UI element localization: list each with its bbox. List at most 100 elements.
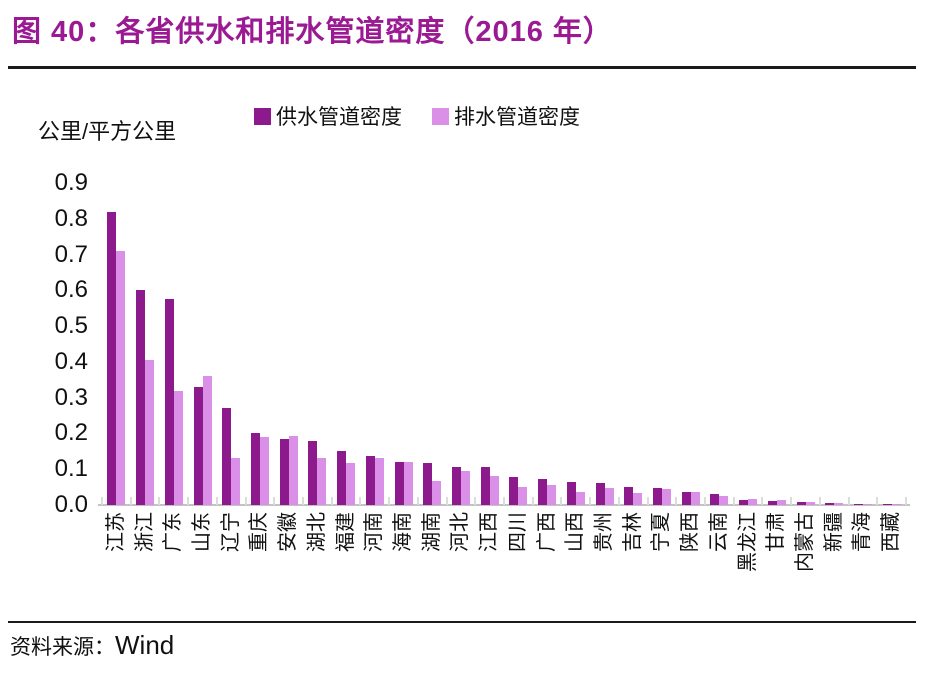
x-axis-tick-mark	[273, 497, 276, 505]
legend-item-drain: 排水管道密度	[432, 101, 580, 131]
legend-label: 排水管道密度	[454, 106, 580, 129]
bar-supply-辽宁	[222, 408, 232, 505]
bar-supply-贵州	[595, 483, 605, 505]
source-note: 资料来源：Wind	[10, 630, 174, 661]
bar-supply-浙江	[136, 290, 146, 505]
y-tick-label: 0.1	[54, 455, 88, 483]
x-category-label-text: 陕西	[679, 512, 702, 552]
x-category-label-text: 河南	[363, 512, 386, 552]
bar-drain-四川	[518, 487, 528, 505]
bar-drain-陕西	[690, 492, 700, 505]
x-category-label-text: 河北	[449, 512, 472, 552]
x-category-label-text: 山东	[191, 512, 213, 552]
x-category-label-text: 江苏	[104, 512, 127, 552]
legend-label: 供水管道密度	[276, 106, 402, 129]
title-divider	[8, 66, 916, 69]
y-tick-label: 0.0	[54, 491, 88, 518]
x-axis-tick-mark	[359, 497, 362, 505]
legend-swatch-icon	[254, 107, 271, 125]
footer-divider	[8, 621, 916, 623]
bar-supply-海南	[394, 462, 404, 505]
bar-drain-山西	[575, 492, 585, 505]
bar-drain-江西	[489, 476, 499, 505]
x-axis-line	[98, 504, 910, 506]
x-category-label-text: 浙江	[133, 512, 156, 552]
x-category-label-text: 云南	[707, 512, 730, 552]
x-category-label-text: 安徽	[277, 512, 300, 552]
x-axis-category-labels: 江苏 浙江 广东 山东 辽宁 重庆 安徽 湖北 福建 河南 海南 湖南 河北 江西 四川 广西 山西 贵州 吉林 宁夏…	[102, 512, 906, 622]
bar-drain-西藏	[891, 504, 901, 505]
x-axis-tick-mark	[101, 497, 103, 505]
y-tick-label: 0.6	[54, 276, 88, 304]
figure-title: 图 40：各省供水和排水管道密度（2016 年）	[12, 16, 613, 48]
bar-supply-新疆	[825, 503, 835, 505]
bar-drain-新疆	[834, 503, 844, 505]
bar-drain-吉林	[633, 493, 643, 505]
x-axis-tick-mark	[388, 497, 391, 505]
x-category-label-text: 内蒙古	[794, 512, 816, 572]
x-axis-tick-mark	[531, 497, 534, 505]
bar-drain-内蒙古	[805, 502, 815, 505]
bar-drain-福建	[346, 463, 356, 505]
x-axis-tick-mark	[646, 497, 649, 505]
bar-supply-广东	[164, 299, 174, 505]
x-axis-tick-mark	[215, 497, 218, 505]
y-tick-label: 0.2	[54, 419, 88, 447]
x-axis-tick-mark	[187, 497, 190, 505]
x-category-label-text: 宁夏	[650, 512, 673, 552]
bar-drain-浙江	[145, 360, 155, 505]
bar-supply-宁夏	[652, 488, 662, 505]
x-category-label-text: 青海	[851, 512, 874, 552]
y-axis-tick-labels: 0.9 0.8 0.7 0.6 0.5 0.4 0.3 0.2 0.1 0.0	[24, 0, 88, 673]
x-category-label-text: 广西	[535, 512, 558, 552]
x-axis-tick-mark	[158, 497, 161, 505]
x-axis-tick-mark	[617, 497, 620, 505]
bar-supply-黑龙江	[739, 500, 749, 505]
bar-supply-重庆	[250, 433, 260, 505]
x-axis-tick-mark	[445, 497, 448, 505]
y-tick-label: 0.7	[54, 240, 88, 268]
bar-supply-吉林	[624, 487, 634, 505]
x-category-label-text: 贵州	[593, 512, 615, 552]
y-tick-label: 0.9	[54, 169, 88, 196]
x-category-label-text: 海南	[392, 512, 414, 552]
bar-supply-青海	[853, 504, 863, 505]
x-category-label-text: 江西	[478, 512, 501, 552]
x-axis-tick-mark	[761, 497, 764, 505]
bar-drain-重庆	[259, 437, 269, 505]
bar-supply-湖北	[308, 441, 318, 505]
bar-drain-云南	[719, 496, 729, 505]
bar-drain-河北	[460, 471, 470, 505]
source-label: 资料来源：	[10, 635, 115, 659]
plot-area	[98, 183, 910, 506]
bar-drain-广东	[173, 391, 183, 505]
bar-drain-山东	[202, 376, 212, 505]
y-tick-label: 0.8	[54, 204, 88, 232]
x-axis-tick-mark	[474, 497, 477, 505]
x-axis-tick-mark	[818, 497, 821, 505]
bar-drain-黑龙江	[748, 499, 758, 505]
bar-drain-宁夏	[661, 489, 671, 505]
x-axis-tick-mark	[330, 497, 333, 505]
x-axis-tick-mark	[589, 497, 592, 505]
x-axis-tick-mark	[704, 497, 706, 505]
bar-supply-河北	[451, 467, 461, 505]
y-tick-label: 0.4	[54, 347, 88, 375]
x-category-label-text: 福建	[334, 512, 357, 552]
bar-drain-湖南	[432, 481, 442, 505]
bar-drain-海南	[403, 462, 413, 505]
x-axis-tick-mark	[790, 497, 793, 505]
source-value: Wind	[115, 630, 175, 660]
x-category-label-text: 重庆	[248, 512, 271, 552]
x-category-label-text: 四川	[506, 512, 529, 552]
bar-supply-河南	[365, 456, 375, 505]
x-category-label-西藏: 西藏	[880, 512, 921, 552]
bar-supply-湖南	[423, 463, 433, 505]
x-axis-tick-mark	[905, 497, 907, 505]
x-category-label-text: 黑龙江	[736, 512, 759, 572]
x-axis-tick-mark	[416, 497, 419, 505]
x-category-label-text: 西藏	[880, 512, 903, 552]
bar-drain-广西	[547, 485, 557, 505]
x-axis-tick-mark	[847, 497, 850, 505]
